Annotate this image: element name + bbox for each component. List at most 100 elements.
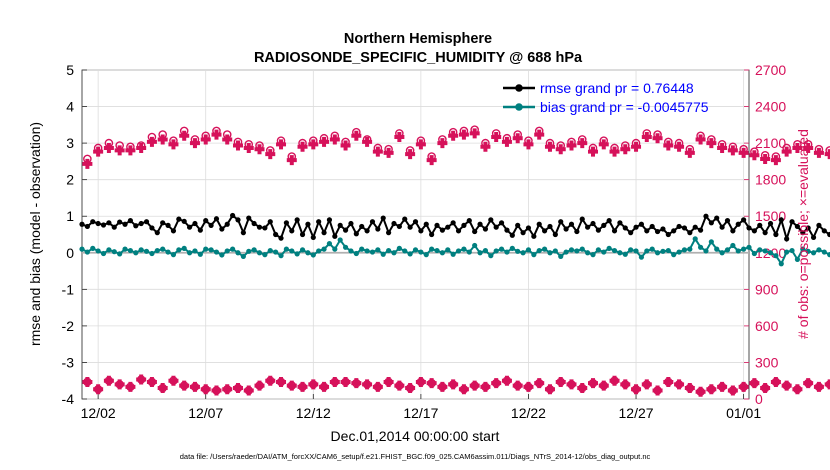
y-tick-label-right: 1500 — [755, 208, 786, 224]
rmse-point — [181, 218, 187, 224]
bias-point — [133, 250, 139, 256]
bias-point — [649, 246, 655, 252]
bias-point — [391, 250, 397, 256]
rmse-point — [160, 220, 166, 226]
rmse-point — [111, 224, 117, 230]
bias-point — [697, 244, 704, 250]
bias-point — [412, 247, 419, 253]
bias-point — [251, 247, 257, 253]
bias-point — [644, 248, 650, 254]
obs-evaluated-marker — [727, 145, 738, 156]
bias-point — [111, 249, 117, 255]
bias-point — [821, 249, 827, 255]
bias-point — [192, 248, 198, 254]
chart-title-line-1: Northern Hemisphere — [344, 31, 492, 47]
rmse-point — [186, 224, 193, 230]
rmse-point — [305, 221, 311, 227]
bias-point — [498, 246, 505, 252]
obs-evaluated-marker — [93, 146, 104, 157]
rmse-point — [386, 230, 392, 236]
rmse-point — [509, 232, 515, 238]
bias-point — [455, 248, 462, 254]
obs-evaluated-marker — [480, 141, 491, 152]
rmse-point — [821, 228, 827, 234]
rmse-point — [515, 222, 521, 228]
rmse-point — [380, 215, 386, 221]
obs-evaluated-marker — [620, 379, 631, 390]
bias-point — [267, 247, 273, 254]
bias-point — [633, 248, 639, 254]
rmse-point — [251, 220, 257, 227]
rmse-point — [498, 220, 505, 226]
rmse-point — [649, 223, 655, 230]
bias-point — [741, 246, 747, 252]
obs-evaluated-marker — [706, 384, 717, 395]
rmse-point — [477, 221, 483, 227]
bias-point — [784, 249, 790, 255]
rmse-point — [654, 228, 661, 235]
rmse-point — [84, 223, 90, 230]
obs-evaluated-marker — [534, 378, 545, 389]
bias-point — [558, 253, 564, 260]
rmse-point — [364, 228, 370, 234]
obs-evaluated-marker — [179, 130, 190, 141]
rmse-point — [326, 217, 333, 223]
legend-bias-marker — [515, 103, 523, 111]
obs-evaluated-marker — [813, 381, 824, 392]
obs-evaluated-marker — [351, 130, 362, 141]
rmse-point — [359, 223, 365, 230]
bias-point — [445, 247, 451, 253]
bias-point — [805, 248, 811, 254]
obs-evaluated-marker — [738, 381, 749, 392]
rmse-point — [434, 222, 440, 228]
rmse-point — [568, 221, 575, 227]
obs-evaluated-marker — [103, 375, 114, 386]
bias-point — [708, 239, 714, 245]
bias-point — [310, 252, 316, 258]
bias-point — [687, 246, 693, 252]
obs-evaluated-marker — [523, 139, 534, 150]
rmse-point — [579, 216, 585, 222]
rmse-point — [256, 224, 263, 230]
rmse-point — [149, 225, 155, 231]
obs-evaluated-marker — [146, 376, 157, 387]
obs-evaluated-marker — [136, 142, 147, 153]
obs-evaluated-marker — [555, 144, 566, 155]
rmse-point — [396, 223, 402, 230]
rmse-point — [827, 231, 830, 238]
bias-point — [224, 248, 230, 254]
obs-evaluated-marker — [544, 384, 555, 395]
obs-evaluated-marker — [663, 376, 674, 387]
obs-evaluated-marker — [448, 379, 459, 390]
obs-evaluated-marker — [544, 141, 555, 152]
rmse-point — [644, 228, 650, 234]
bias-point — [369, 249, 376, 255]
obs-evaluated-marker — [189, 138, 200, 149]
rmse-point — [547, 223, 553, 230]
bias-point — [703, 248, 709, 254]
obs-evaluated-marker — [168, 375, 179, 386]
rmse-point — [170, 228, 177, 234]
bias-point — [106, 247, 112, 253]
rmse-point — [273, 231, 279, 238]
obs-evaluated-marker — [437, 381, 448, 392]
obs-evaluated-marker — [286, 155, 297, 166]
rmse-point — [525, 225, 532, 231]
bias-point — [692, 236, 698, 242]
obs-evaluated-marker — [512, 380, 523, 391]
rmse-point — [375, 226, 381, 232]
obs-evaluated-marker — [501, 136, 512, 147]
obs-evaluated-marker — [824, 379, 830, 390]
rmse-point — [466, 218, 472, 224]
rmse-point — [418, 228, 424, 234]
rmse-point — [741, 217, 747, 223]
y-tick-label-right: 300 — [755, 354, 779, 370]
obs-evaluated-marker — [717, 381, 728, 392]
obs-evaluated-marker — [351, 378, 362, 389]
bias-point — [461, 246, 467, 252]
rmse-point — [746, 225, 752, 231]
axis-ticks: -4-3-2-101234503006009001200150018002100… — [62, 62, 787, 421]
rmse-point — [660, 226, 666, 232]
bias-point — [601, 249, 607, 255]
rmse-point — [767, 220, 774, 227]
